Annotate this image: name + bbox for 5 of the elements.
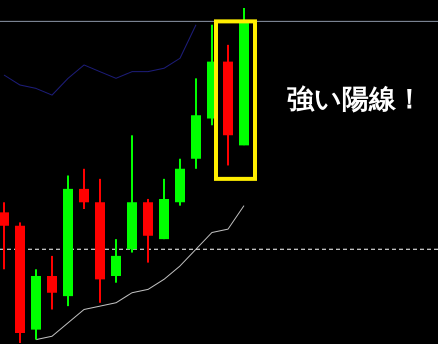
candlestick	[79, 168, 89, 210]
text: 強い陽線！	[287, 84, 423, 115]
candlestick	[111, 238, 121, 284]
candlestick	[47, 254, 57, 310]
candlestick	[0, 201, 9, 270]
